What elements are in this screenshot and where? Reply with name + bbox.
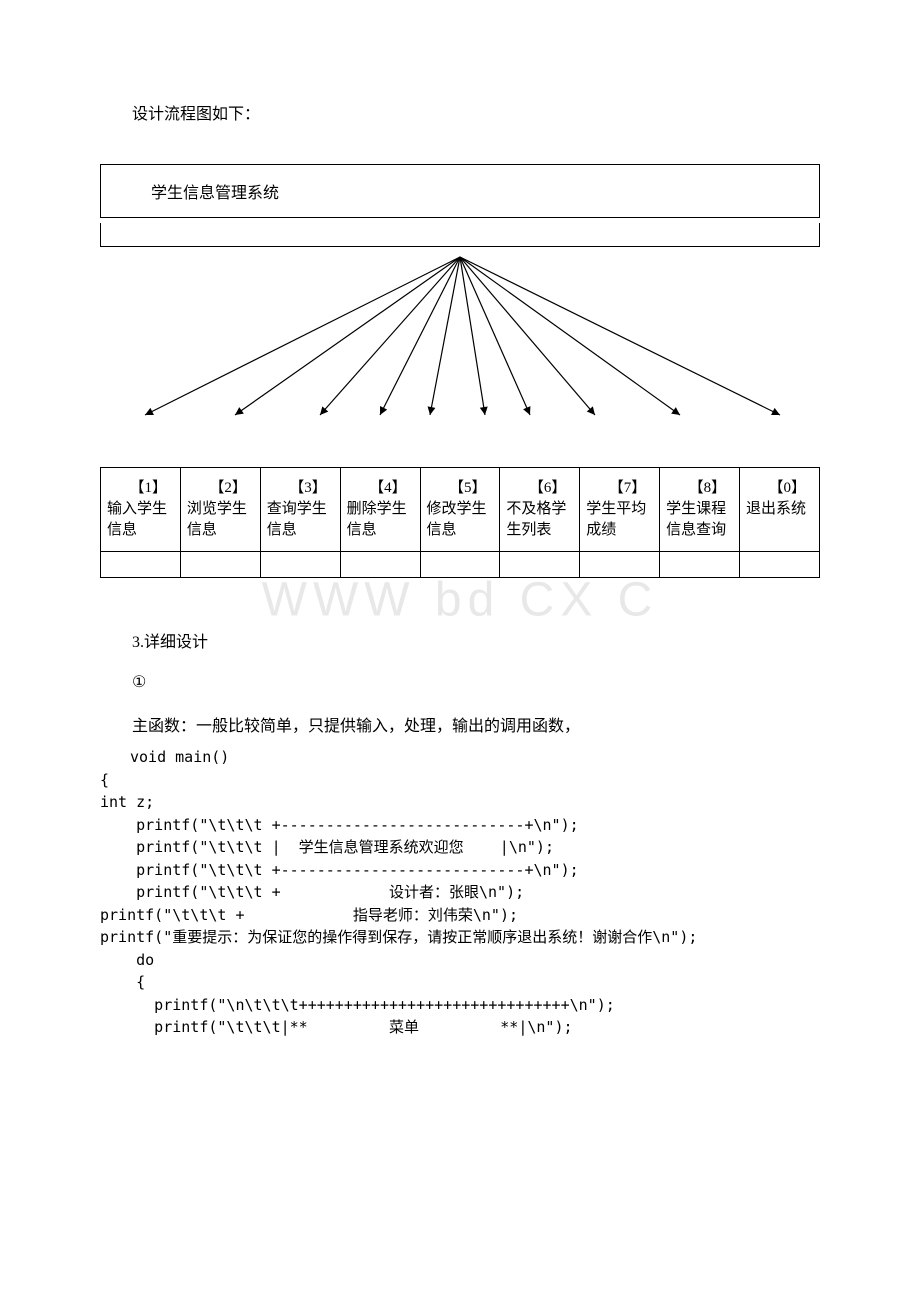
main-func-desc: 主函数：一般比较简单，只提供输入，处理，输出的调用函数，: [100, 712, 820, 736]
menu-cell-8: 【8】学生课程信息查询: [660, 468, 740, 552]
menu-subcell: [420, 552, 500, 578]
code-line: printf("\t\t\t + 设计者：张眼\n");: [100, 881, 820, 904]
flowchart-arrows: [100, 247, 820, 427]
code-line: void main(): [100, 746, 820, 769]
menu-subcell: [260, 552, 340, 578]
title-box-label: 学生信息管理系统: [151, 185, 279, 202]
menu-cell-6: 【6】不及格学生列表: [500, 468, 580, 552]
subsection-marker: ①: [100, 672, 820, 692]
code-line: int z;: [100, 791, 820, 814]
code-line: printf("\t\t\t | 学生信息管理系统欢迎您 |\n");: [100, 836, 820, 859]
menu-subcell: [180, 552, 260, 578]
code-block: void main(){int z; printf("\t\t\t +-----…: [100, 746, 820, 1039]
code-line: printf("\t\t\t +------------------------…: [100, 814, 820, 837]
menu-cell-5: 【5】修改学生信息: [420, 468, 500, 552]
code-line: {: [100, 971, 820, 994]
code-line: printf("\t\t\t +------------------------…: [100, 859, 820, 882]
intro-text: 设计流程图如下：: [100, 100, 820, 124]
document-body: 设计流程图如下： 学生信息管理系统 【1】输入学生信息 【2】浏览学生信息 【3…: [0, 0, 920, 1039]
code-line: printf("\n\t\t\t++++++++++++++++++++++++…: [100, 994, 820, 1017]
section-title: 3.详细设计: [100, 628, 820, 652]
menu-subcell: [580, 552, 660, 578]
menu-cell-0: 【0】退出系统: [740, 468, 820, 552]
menu-cell-4: 【4】删除学生信息: [340, 468, 420, 552]
code-line: do: [100, 949, 820, 972]
title-box: 学生信息管理系统: [100, 164, 820, 218]
title-box-sub: [100, 223, 820, 247]
menu-subcell: [740, 552, 820, 578]
menu-subcell: [500, 552, 580, 578]
code-line: printf("重要提示：为保证您的操作得到保存，请按正常顺序退出系统！谢谢合作…: [100, 926, 820, 949]
menu-subcell: [660, 552, 740, 578]
menu-cell-2: 【2】浏览学生信息: [180, 468, 260, 552]
code-line: {: [100, 769, 820, 792]
menu-cell-7: 【7】学生平均成绩: [580, 468, 660, 552]
menu-cell-1: 【1】输入学生信息: [101, 468, 181, 552]
code-line: printf("\t\t\t + 指导老师：刘伟荣\n");: [100, 904, 820, 927]
menu-row: 【1】输入学生信息 【2】浏览学生信息 【3】查询学生信息 【4】删除学生信息 …: [101, 468, 820, 552]
menu-cell-3: 【3】查询学生信息: [260, 468, 340, 552]
menu-subcell: [340, 552, 420, 578]
menu-sub-row: [101, 552, 820, 578]
menu-subcell: [101, 552, 181, 578]
menu-table: 【1】输入学生信息 【2】浏览学生信息 【3】查询学生信息 【4】删除学生信息 …: [100, 467, 820, 578]
code-line: printf("\t\t\t|** 菜单 **|\n");: [100, 1016, 820, 1039]
